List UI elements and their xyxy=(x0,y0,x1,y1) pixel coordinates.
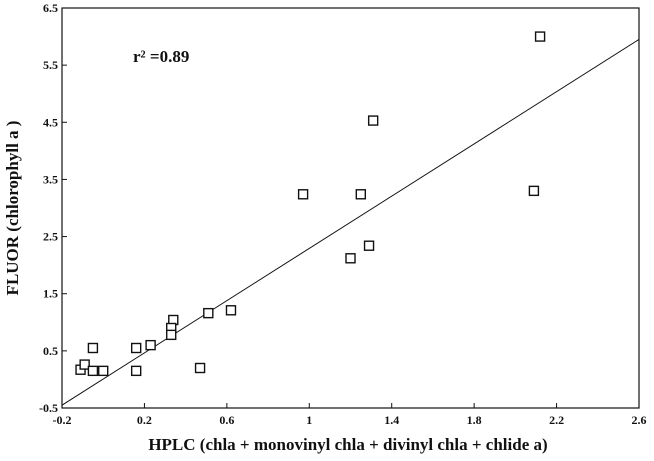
x-axis-label: HPLC (chla + monovinyl chla + divinyl ch… xyxy=(148,435,547,454)
point xyxy=(98,365,109,377)
point xyxy=(363,240,375,251)
y-tick-label: 1.5 xyxy=(43,287,58,301)
point xyxy=(225,305,237,316)
y-tick-label: -0.5 xyxy=(39,401,58,415)
x-tick-label: 1.8 xyxy=(467,413,482,427)
y-tick-label: 0.5 xyxy=(43,344,58,358)
plot-frame xyxy=(61,7,640,409)
point xyxy=(79,359,90,370)
point xyxy=(345,253,356,264)
y-tick-label: 4.5 xyxy=(43,115,58,129)
x-tick-label: 2.2 xyxy=(549,413,564,427)
point xyxy=(130,365,142,377)
point xyxy=(166,329,177,341)
x-tick-label: 1 xyxy=(306,413,312,427)
point xyxy=(528,185,540,197)
point xyxy=(203,307,214,319)
point xyxy=(355,189,367,200)
point xyxy=(87,342,99,354)
point xyxy=(130,342,142,354)
point xyxy=(534,31,546,42)
point xyxy=(297,189,309,200)
y-tick-label: 5.5 xyxy=(43,58,58,72)
x-tick-label: 0.2 xyxy=(137,413,152,427)
x-tick-label: 0.6 xyxy=(219,413,234,427)
y-tick-label: 6.5 xyxy=(43,1,58,15)
x-tick-label: 1.4 xyxy=(384,413,399,427)
fit-line xyxy=(61,39,640,406)
annotation: r² =0.89 xyxy=(133,47,189,66)
y-axis-label: FLUOR (chlorophyll a ) xyxy=(3,121,22,296)
x-tick-label: -0.2 xyxy=(53,413,72,427)
y-tick-label: 3.5 xyxy=(43,172,58,186)
point xyxy=(367,115,379,126)
y-tick-label: 2.5 xyxy=(43,230,58,244)
point xyxy=(145,339,156,351)
x-tick-label: 2.6 xyxy=(632,413,647,427)
point xyxy=(87,365,99,377)
point xyxy=(194,362,206,374)
